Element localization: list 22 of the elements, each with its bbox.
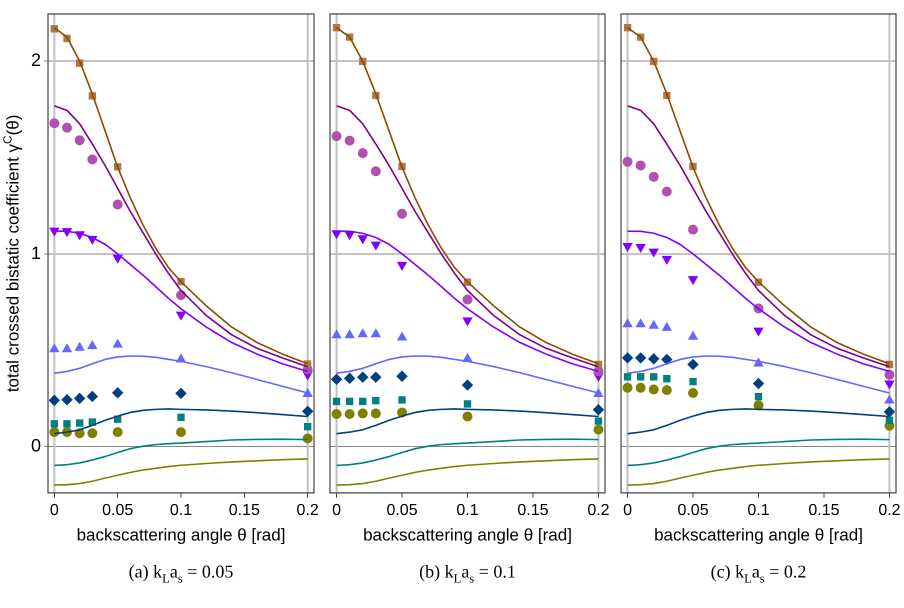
x-tick-label: 0.2 — [878, 502, 901, 519]
x-tick-label: 0 — [332, 502, 342, 519]
x-tick-label: 0.15 — [517, 502, 549, 519]
x-tick-label: 0.1 — [456, 502, 479, 519]
x-tick-label: 0.15 — [808, 502, 840, 519]
x-tick-label: 0 — [50, 502, 59, 519]
x-tick-label: 0.05 — [677, 502, 709, 519]
x-tick-label: 0.05 — [386, 502, 418, 519]
x-axis-title: backscattering angle θ [rad] — [363, 525, 572, 544]
x-tick-label: 0.1 — [170, 502, 192, 519]
x-tick-label: 0 — [623, 502, 632, 519]
x-tick-label: 0.2 — [587, 502, 610, 519]
x-tick-label: 0.05 — [102, 502, 134, 519]
x-axis-title: backscattering angle θ [rad] — [654, 525, 863, 544]
x-tick-label: 0.1 — [747, 502, 770, 519]
x-tick-label: 0.15 — [228, 502, 260, 519]
x-axis-title: backscattering angle θ [rad] — [76, 525, 286, 544]
y-tick-label: 1 — [30, 242, 42, 263]
y-tick-label: 0 — [30, 436, 42, 456]
y-axis-title: total crossed bistatic coefficient γC(θ) — [0, 114, 23, 392]
y-tick-label: 2 — [30, 50, 42, 70]
x-tick-label: 0.2 — [296, 502, 319, 519]
